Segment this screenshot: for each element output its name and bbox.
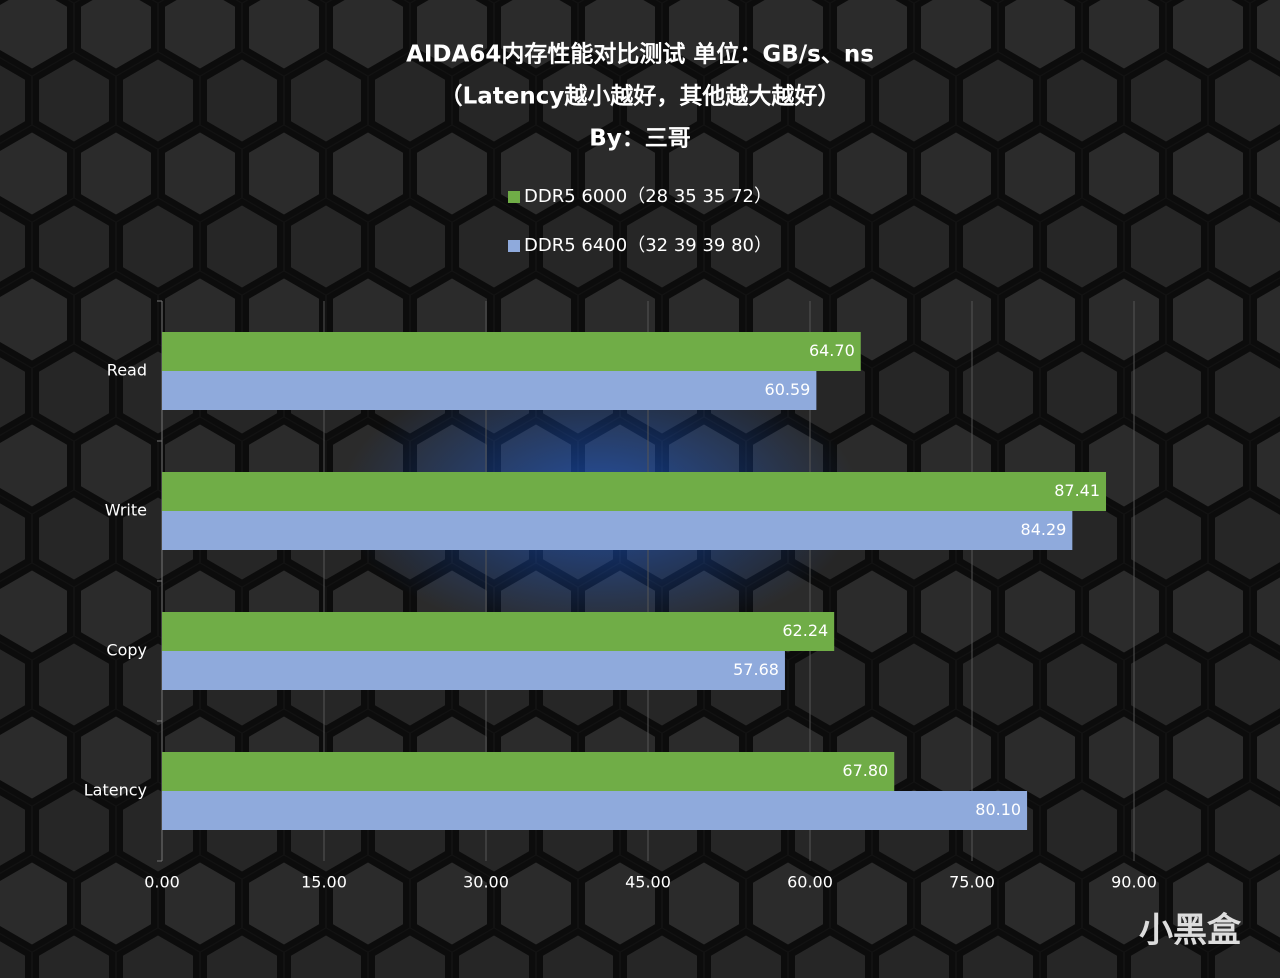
- legend-swatch: [508, 240, 520, 252]
- legend-label: DDR5 6400（32 39 39 80）: [524, 235, 772, 256]
- watermark: 小黑盒: [1139, 911, 1242, 951]
- bar: [162, 472, 1107, 511]
- bar: [162, 332, 861, 371]
- bar: [162, 511, 1073, 550]
- x-tick-label: 60.00: [787, 873, 833, 892]
- y-tick-label: Write: [105, 501, 147, 520]
- data-label: 67.80: [842, 761, 888, 780]
- bar: [162, 752, 895, 791]
- x-tick-label: 45.00: [625, 873, 671, 892]
- bar: [162, 651, 785, 690]
- y-tick-label: Read: [107, 361, 147, 380]
- data-label: 62.24: [782, 621, 828, 640]
- bar: [162, 612, 835, 651]
- data-label: 80.10: [975, 800, 1021, 819]
- x-tick-label: 15.00: [301, 873, 347, 892]
- x-tick-label: 75.00: [949, 873, 995, 892]
- data-label: 64.70: [809, 341, 855, 360]
- bar: [162, 371, 817, 410]
- bar: [162, 791, 1028, 830]
- data-label: 57.68: [733, 660, 779, 679]
- y-tick-label: Copy: [106, 641, 147, 660]
- x-tick-label: 0.00: [144, 873, 180, 892]
- chart-subtitle: （Latency越小越好，其他越大越好）: [440, 83, 841, 110]
- x-tick-label: 90.00: [1111, 873, 1157, 892]
- data-label: 87.41: [1054, 481, 1100, 500]
- data-label: 60.59: [765, 380, 811, 399]
- chart-author: By：三哥: [589, 126, 691, 152]
- chart-title: AIDA64内存性能对比测试 单位：GB/s、ns: [406, 41, 874, 68]
- data-label: 84.29: [1021, 520, 1067, 539]
- legend-label: DDR5 6000（28 35 35 72）: [524, 186, 772, 207]
- y-tick-label: Latency: [84, 781, 147, 800]
- x-tick-label: 30.00: [463, 873, 509, 892]
- legend-swatch: [508, 191, 520, 203]
